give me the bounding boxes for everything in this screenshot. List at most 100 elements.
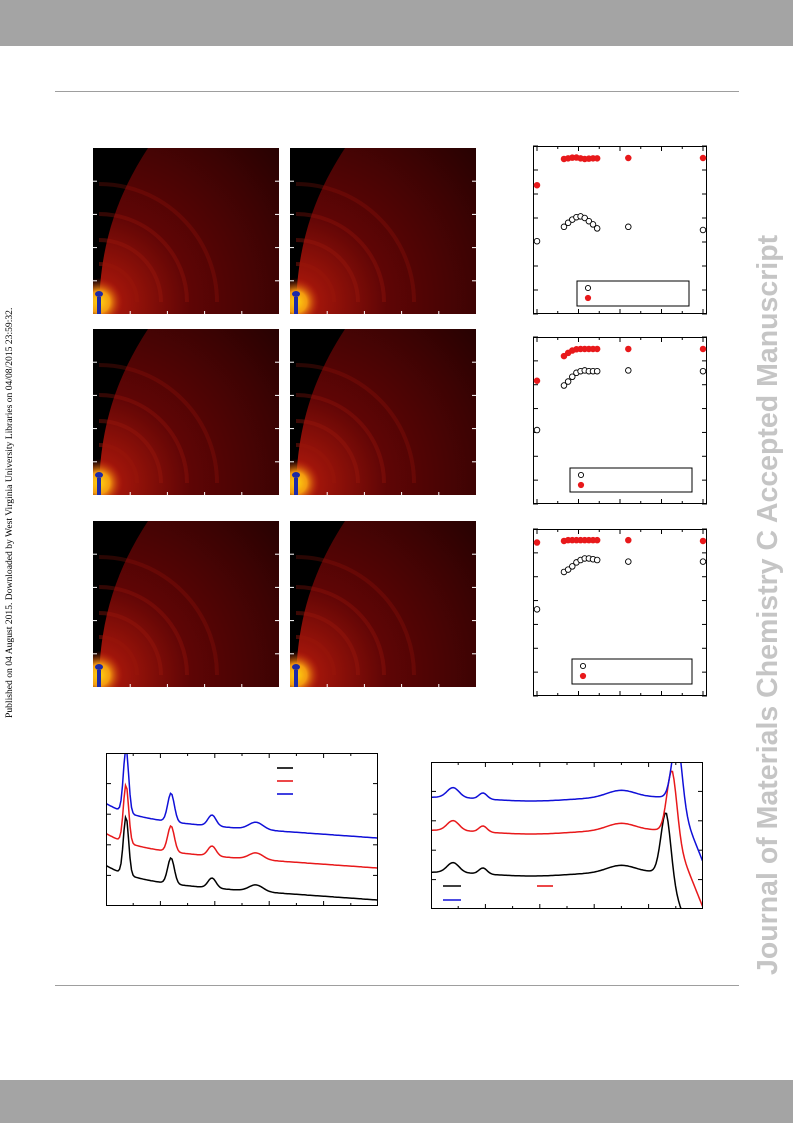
open-data-point [564,378,572,385]
order-parameter-plot [533,528,707,697]
diffraction-ring [295,611,360,676]
legend-marker-open [584,284,592,292]
filled-data-point [593,536,601,544]
header-band [0,0,793,46]
beam-stop [97,297,101,314]
beam-stop [97,478,101,495]
diffraction-ring [98,555,219,676]
diffraction-ring [295,182,416,303]
beam-spot [292,664,300,670]
filled-data-point [699,345,707,353]
profile-curve-1 [107,782,377,869]
publication-note: Published on 04 August 2015. Downloaded … [4,307,15,718]
line-profile-plot-right [431,762,703,909]
filled-data-point [625,536,632,544]
open-data-point [560,382,568,389]
axes-frame [106,753,378,906]
filled-data-point [699,537,707,545]
open-data-point [589,221,597,228]
profile-curve-0 [107,814,377,901]
legend-marker-filled [577,481,585,489]
beam-spot [292,472,300,478]
open-data-point [625,558,632,565]
legend-marker-filled [579,672,587,680]
legend-marker-open [579,662,587,670]
open-data-point [585,217,593,225]
giwaxs-image [290,521,476,687]
open-data-point [699,226,707,234]
giwaxs-panel [93,521,279,687]
diffraction-ring [295,555,416,676]
diffraction-ring [98,635,139,676]
scattering-intensity [99,329,279,495]
open-data-point [625,223,632,231]
filled-data-point [533,539,541,546]
giwaxs-image [290,329,476,495]
open-data-point [564,219,572,227]
open-data-point [564,566,572,573]
giwaxs-panel [93,148,279,314]
diffraction-ring [98,363,219,484]
diffraction-ring [295,635,336,676]
beam-spot [95,664,103,670]
scattering-intensity [296,329,476,495]
giwaxs-panel [93,329,279,495]
filled-data-point [593,345,601,353]
giwaxs-panel [290,148,476,314]
profile-curve-0 [432,812,682,908]
giwaxs-image [93,148,279,314]
open-data-point [699,558,707,565]
profile-curve-2 [107,754,377,839]
open-data-point [569,563,576,570]
open-data-point [593,367,601,375]
diffraction-ring [295,262,336,303]
filled-data-point [560,352,568,360]
beam-stop [97,670,101,687]
diffraction-ring [98,443,139,484]
beam-stop [294,670,298,687]
scattering-intensity [99,148,279,314]
legend-marker-open [577,471,585,479]
axes-frame [431,762,703,909]
filled-data-point [625,345,632,353]
footer-band [0,1080,793,1123]
open-data-point [560,223,568,231]
legend-box [571,658,693,685]
open-data-point [581,214,588,222]
beam-spot [95,472,103,478]
filled-data-point [699,154,707,162]
scattering-intensity [99,521,279,687]
diffraction-ring [295,363,416,484]
filled-data-point [625,154,632,162]
giwaxs-image [93,521,279,687]
footer-rule [55,985,739,986]
diffraction-ring [98,212,189,303]
diffraction-ring [295,393,386,484]
open-data-point [593,225,601,232]
diffraction-ring [295,212,386,303]
diffraction-ring [295,238,360,303]
open-data-point [625,367,632,374]
order-parameter-plot [533,336,707,505]
beam-stop [294,297,298,314]
line-profile-plot-left [106,753,378,906]
beam-spot [292,291,300,297]
giwaxs-image [93,329,279,495]
diffraction-ring [295,443,336,484]
header-rule [55,91,739,92]
profile-curve-1 [432,770,702,907]
legend-marker-filled [584,294,592,302]
filled-data-point [593,155,601,162]
diffraction-ring [98,585,189,676]
diffraction-ring [98,262,139,303]
diffraction-ring [98,393,189,484]
scattering-intensity [296,521,476,687]
beam-spot [95,291,103,297]
diffraction-ring [98,611,163,676]
diffraction-ring [98,419,163,484]
legend-box [576,280,690,307]
open-data-point [569,373,576,381]
journal-watermark: Journal of Materials Chemistry C Accepte… [752,234,784,975]
open-data-point [699,367,707,375]
giwaxs-image [290,148,476,314]
